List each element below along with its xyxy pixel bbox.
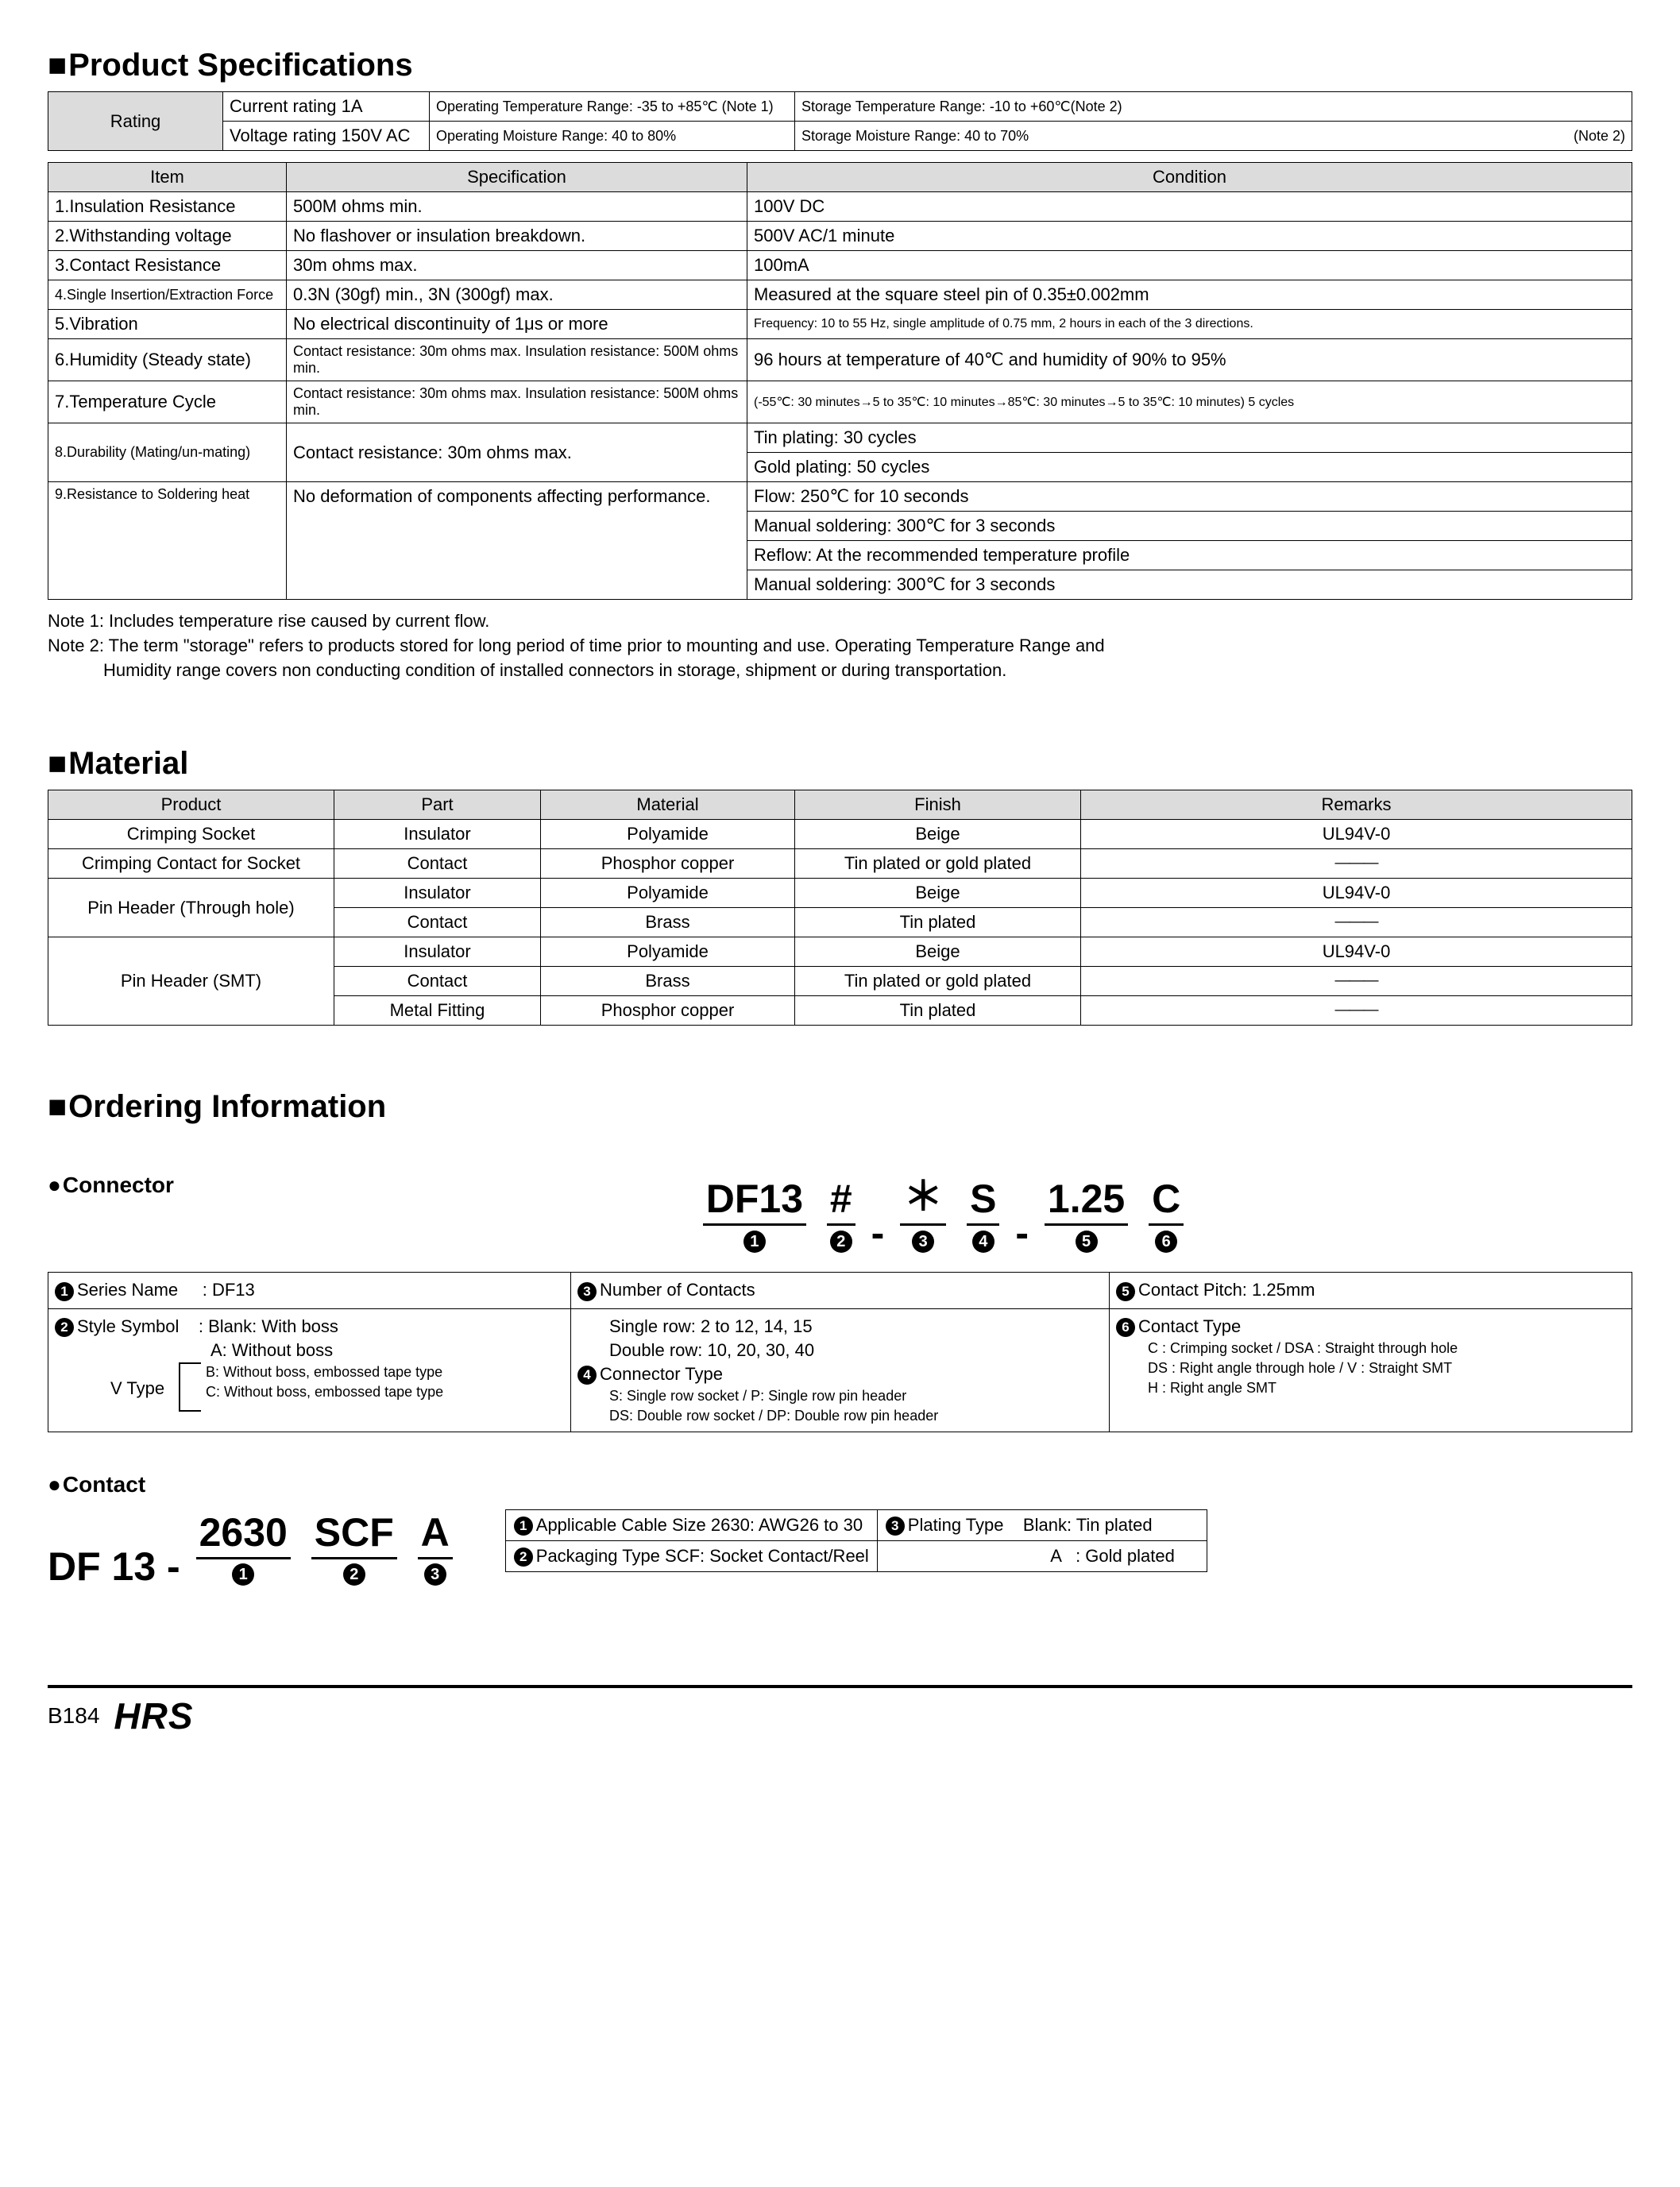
sub-title-connector: Connector (48, 1173, 254, 1198)
rating-r2c2: Operating Moisture Range: 40 to 80% (430, 122, 795, 151)
spec-table: Item Specification Condition 1.Insulatio… (48, 162, 1632, 600)
rating-label: Rating (48, 92, 223, 151)
rating-r1c2: Operating Temperature Range: -35 to +85℃… (430, 92, 795, 122)
rating-table: Rating Current rating 1A Operating Tempe… (48, 91, 1632, 151)
section-title-material: Material (48, 746, 1632, 782)
spec-h-item: Item (48, 163, 287, 192)
table-row: 2.Withstanding voltageNo flashover or in… (48, 222, 1632, 251)
notes: Note 1: Includes temperature rise caused… (48, 609, 1632, 682)
page-number: B184 (48, 1703, 99, 1729)
table-row: 7.Temperature CycleContact resistance: 3… (48, 381, 1632, 423)
mat-h-part: Part (334, 790, 541, 820)
table-row: 6.Humidity (Steady state)Contact resista… (48, 339, 1632, 381)
note-1: Note 1: Includes temperature rise caused… (48, 609, 1632, 634)
table-row: 8.Durability (Mating/un-mating) Contact … (48, 423, 1632, 453)
mat-h-material: Material (541, 790, 795, 820)
table-row: 1.Insulation Resistance500M ohms min.100… (48, 192, 1632, 222)
table-row: Pin Header (Through hole) Insulator Poly… (48, 879, 1632, 908)
section-title-ordering: Ordering Information (48, 1089, 1632, 1125)
rating-r2c1: Voltage rating 150V AC (223, 122, 430, 151)
mat-h-product: Product (48, 790, 334, 820)
rating-r1c3: Storage Temperature Range: -10 to +60℃(N… (795, 92, 1632, 122)
mat-h-finish: Finish (795, 790, 1081, 820)
contact-info-table: 1Applicable Cable Size 2630: AWG26 to 30… (505, 1509, 1456, 1572)
sub-title-contact: Contact (48, 1472, 1632, 1497)
note-2a: Note 2: The term "storage" refers to pro… (48, 634, 1632, 659)
table-row: Crimping Contact for Socket Contact Phos… (48, 849, 1632, 879)
table-row: Crimping Socket Insulator Polyamide Beig… (48, 820, 1632, 849)
table-row: 4.Single Insertion/Extraction Force0.3N … (48, 280, 1632, 310)
table-row: 5.VibrationNo electrical discontinuity o… (48, 310, 1632, 339)
spec-h-spec: Specification (287, 163, 747, 192)
brand-logo: HRS (114, 1694, 193, 1737)
section-title-spec: Product Specifications (48, 48, 1632, 83)
rating-r2c3: Storage Moisture Range: 40 to 70%(Note 2… (795, 122, 1632, 151)
table-row: 9.Resistance to Soldering heat No deform… (48, 482, 1632, 512)
table-row: 3.Contact Resistance30m ohms max.100mA (48, 251, 1632, 280)
mat-h-remarks: Remarks (1081, 790, 1632, 820)
spec-h-cond: Condition (747, 163, 1632, 192)
table-row: Pin Header (SMT) Insulator Polyamide Bei… (48, 937, 1632, 967)
order-code-connector: DF131 #2 - ＊3 S4 - 1.255 C6 (698, 1165, 1189, 1256)
page-footer: B184 HRS (48, 1685, 1632, 1737)
note-2b: Humidity range covers non conducting con… (48, 659, 1632, 683)
material-table: Product Part Material Finish Remarks Cri… (48, 790, 1632, 1026)
ordering-info-table: 1Series Name : DF13 3Number of Contacts … (48, 1272, 1632, 1432)
order-code-contact: DF 13 - 26301 SCF2 A3 (48, 1509, 458, 1590)
rating-r1c1: Current rating 1A (223, 92, 430, 122)
